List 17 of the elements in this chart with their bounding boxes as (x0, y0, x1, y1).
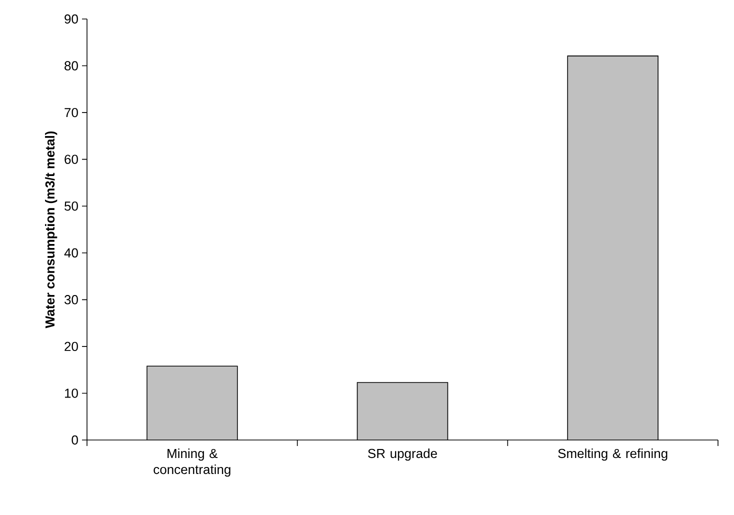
y-tick-label: 20 (64, 342, 78, 352)
y-tick-label: 30 (64, 295, 78, 304)
y-tick-label: 10 (64, 388, 78, 398)
y-tick-label: 70 (64, 108, 78, 118)
x-tick-label: SR upgrade (368, 448, 437, 461)
bar (567, 56, 658, 440)
y-axis-title: Water consumption (m3/t metal) (45, 131, 58, 328)
x-tick-label: Smelting & refining (558, 448, 668, 461)
y-tick-label: 0 (72, 435, 78, 445)
y-tick-label: 50 (64, 202, 78, 211)
bar (357, 382, 448, 440)
bar (146, 366, 238, 440)
y-tick-label: 40 (64, 248, 78, 258)
x-tick-label: Mining & concentrating (154, 448, 230, 477)
y-tick-label: 60 (64, 154, 78, 164)
y-tick-label: 80 (64, 61, 78, 70)
y-tick-label: 90 (64, 14, 78, 24)
